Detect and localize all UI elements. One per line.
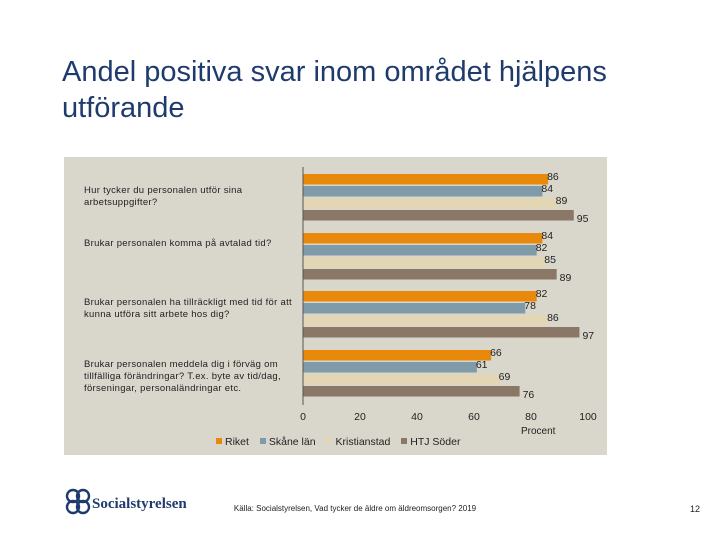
x-tick-label: 80 <box>525 411 537 423</box>
data-label: 66 <box>490 347 502 359</box>
bar-4-series-4 <box>303 386 520 397</box>
data-label: 89 <box>560 272 572 284</box>
bar-2-series-1 <box>303 233 543 244</box>
data-label: 84 <box>541 230 553 242</box>
category-label-3: Brukar personalen ha tillräckligt med ti… <box>84 297 292 320</box>
socialstyrelsen-logo: Socialstyrelsen <box>64 486 187 518</box>
bar-1-series-1 <box>303 174 549 185</box>
data-label: 82 <box>536 242 548 254</box>
legend-item-riket: Riket <box>216 436 249 448</box>
bar-3-series-4 <box>303 327 580 338</box>
x-tick-label: 20 <box>354 411 366 423</box>
legend-item-htj: HTJ Söder <box>401 436 460 448</box>
bar-2-series-2 <box>303 245 537 256</box>
legend: Riket Skåne län Kristianstad HTJ Söder <box>216 436 468 448</box>
category-label-1: Hur tycker du personalen utför sina arbe… <box>84 185 243 208</box>
legend-swatch <box>259 438 266 444</box>
bar-1-series-4 <box>303 210 574 221</box>
bar-3-series-3 <box>303 315 549 326</box>
data-label: 89 <box>556 195 568 207</box>
legend-item-kristianstad: Kristianstad <box>326 436 390 448</box>
x-tick-label: 60 <box>468 411 480 423</box>
data-label: 86 <box>547 171 559 183</box>
x-tick-label: 0 <box>300 411 306 423</box>
bar-4-series-2 <box>303 362 477 373</box>
legend-label: Skåne län <box>268 436 316 448</box>
legend-swatch <box>401 438 408 444</box>
page-number: 12 <box>689 504 700 514</box>
slide-title: Andel positiva svar inom området hjälpen… <box>62 56 607 124</box>
legend-label: HTJ Söder <box>410 436 461 448</box>
x-axis-label: Procent <box>521 426 556 437</box>
data-label: 95 <box>577 213 589 225</box>
bar-2-series-4 <box>303 269 557 280</box>
source-note: Källa: Socialstyrelsen, Vad tycker de äl… <box>233 504 477 513</box>
data-label: 84 <box>541 183 553 195</box>
data-label: 86 <box>547 312 559 324</box>
data-label: 78 <box>524 300 536 312</box>
x-tick-label: 40 <box>411 411 423 423</box>
bar-1-series-3 <box>303 198 557 209</box>
bar-4-series-1 <box>303 350 492 361</box>
bar-3-series-2 <box>303 303 526 314</box>
data-label: 69 <box>499 371 511 383</box>
legend-swatch <box>216 438 222 444</box>
data-label: 82 <box>536 288 548 300</box>
data-label: 97 <box>582 330 594 342</box>
x-tick-label: 100 <box>579 411 597 423</box>
legend-swatch <box>326 438 333 444</box>
bar-1-series-2 <box>303 186 543 197</box>
legend-label: Riket <box>225 436 249 448</box>
logo-mark-icon <box>65 488 91 515</box>
legend-item-skane: Skåne län <box>259 436 316 448</box>
bar-3-series-1 <box>303 291 537 302</box>
data-label: 85 <box>544 254 556 266</box>
bar-4-series-3 <box>303 374 500 385</box>
bar-2-series-3 <box>303 257 546 268</box>
category-label-4: Brukar personalen meddela dig i förväg o… <box>84 359 281 394</box>
category-label-2: Brukar personalen komma på avtalad tid? <box>84 238 272 249</box>
legend-label: Kristianstad <box>335 436 391 448</box>
data-label: 61 <box>476 359 488 371</box>
data-label: 76 <box>523 389 535 401</box>
logo-text: Socialstyrelsen <box>92 496 187 512</box>
